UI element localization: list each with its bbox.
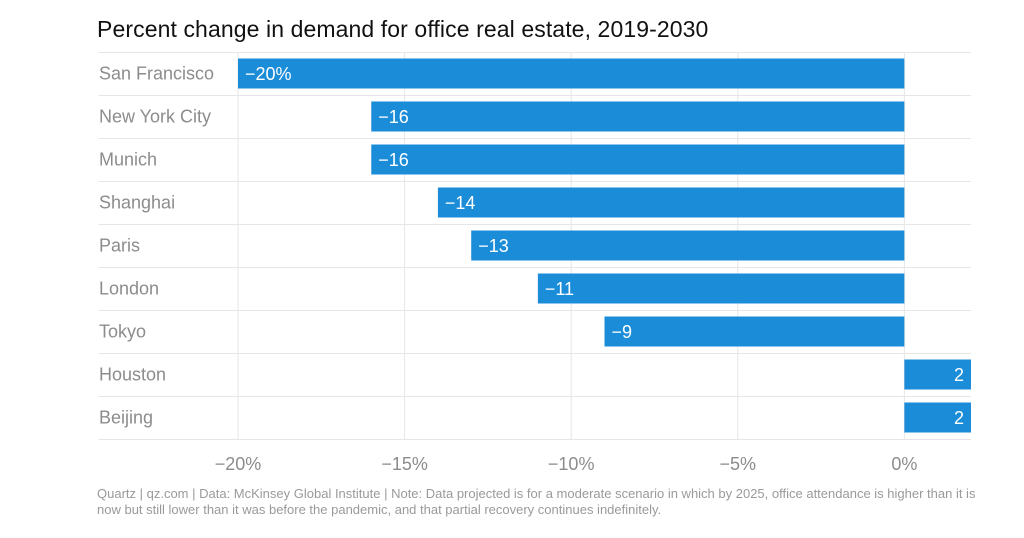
bar [604, 316, 905, 347]
bar-value-label: −13 [478, 236, 509, 256]
bar [904, 402, 971, 433]
category-label: Houston [99, 365, 166, 385]
category-label: New York City [99, 107, 211, 127]
bar-value-label: −14 [445, 193, 476, 213]
bar-value-label: −16 [378, 150, 409, 170]
bar [371, 101, 905, 132]
chart-title: Percent change in demand for office real… [97, 16, 709, 42]
category-label: Munich [99, 150, 157, 170]
category-label: Tokyo [99, 322, 146, 342]
bar-value-label: −20% [245, 64, 292, 84]
bar-value-label: −16 [378, 107, 409, 127]
bar [371, 144, 905, 175]
bar [537, 273, 905, 304]
bar-value-label: 2 [954, 365, 964, 385]
x-tick-label: −15% [381, 454, 428, 474]
category-label: San Francisco [99, 64, 214, 84]
bar [238, 58, 905, 89]
category-label: Shanghai [99, 193, 175, 213]
bar [904, 359, 971, 390]
x-tick-label: −5% [720, 454, 757, 474]
x-tick-label: 0% [891, 454, 917, 474]
x-tick-label: −10% [548, 454, 595, 474]
bar [471, 230, 905, 261]
category-label: London [99, 279, 159, 299]
bar-value-label: 2 [954, 408, 964, 428]
bar [437, 187, 905, 218]
chart-footer: Quartz | qz.com | Data: McKinsey Global … [97, 486, 976, 517]
x-tick-label: −20% [215, 454, 262, 474]
category-label: Paris [99, 236, 140, 256]
bar-value-label: −9 [612, 322, 633, 342]
category-label: Beijing [99, 408, 153, 428]
bar-value-label: −11 [545, 279, 574, 299]
